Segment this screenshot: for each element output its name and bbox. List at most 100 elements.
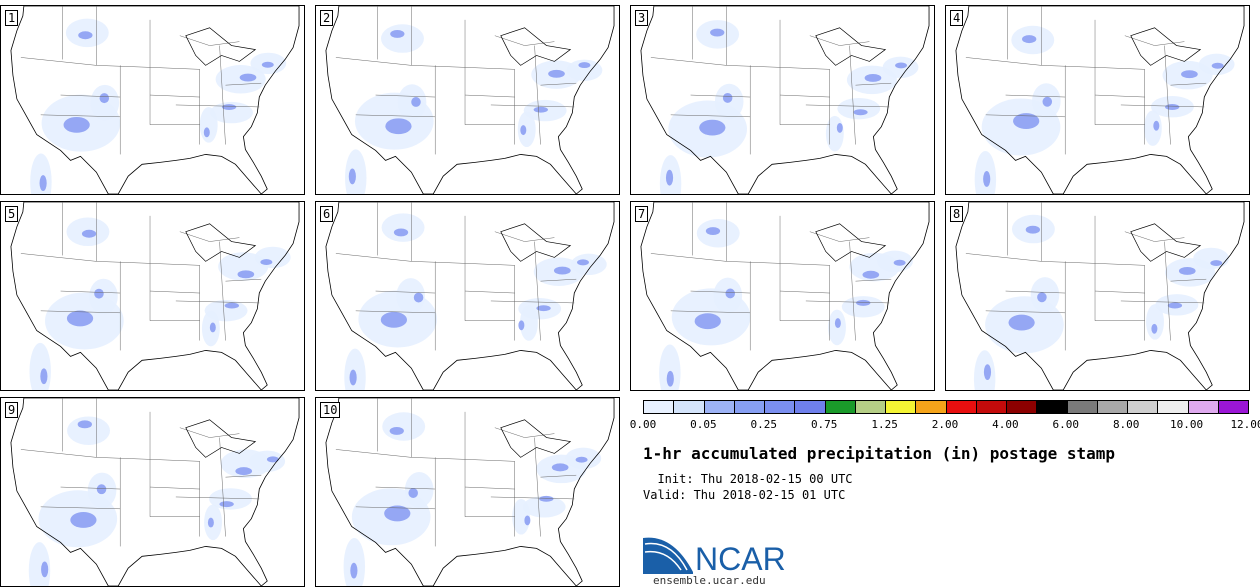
- precip-moderate: [893, 259, 906, 266]
- colorbar-segment: [734, 401, 765, 413]
- member-number: 6: [320, 206, 334, 222]
- map-panel: 10: [315, 397, 620, 587]
- precip-light: [825, 115, 844, 152]
- precip-moderate: [389, 426, 404, 435]
- coastline: [640, 202, 930, 390]
- state-borders: [335, 398, 577, 547]
- colorbar-segment: [1188, 401, 1219, 413]
- valid-time: Valid: Thu 2018-02-15 01 UTC: [643, 488, 846, 502]
- precip-moderate: [533, 106, 548, 113]
- colorbar-segment: [1037, 401, 1068, 413]
- precip-moderate: [408, 488, 418, 498]
- precip-moderate: [577, 259, 589, 266]
- colorbar-segment: [1007, 401, 1038, 413]
- colorbar-segment: [795, 401, 826, 413]
- state-borders: [335, 6, 577, 155]
- conus-map: [955, 202, 1245, 390]
- precip-moderate: [207, 517, 214, 528]
- state-borders: [965, 202, 1207, 351]
- precip-light: [344, 348, 366, 390]
- colorbar-tick-label: 8.00: [1112, 418, 1140, 431]
- conus-map: [955, 6, 1245, 194]
- colorbar-segment: [1158, 401, 1189, 413]
- colorbar-segment: [1128, 401, 1159, 413]
- coastline: [325, 6, 615, 194]
- great-lakes: [815, 27, 887, 66]
- colorbar-tick-label: 6.00: [1052, 418, 1080, 431]
- precip-light: [570, 253, 607, 276]
- coastline: [640, 6, 930, 194]
- precip-moderate: [578, 62, 591, 69]
- precip-light: [1143, 110, 1162, 146]
- precip-light: [1146, 304, 1164, 340]
- colorbar-segment: [886, 401, 917, 413]
- precip-moderate: [221, 104, 237, 111]
- precip-moderate: [1151, 323, 1158, 334]
- map-panel: 9: [0, 397, 305, 587]
- state-borders: [650, 6, 892, 155]
- member-number: 9: [5, 402, 19, 418]
- precip-light: [517, 111, 536, 148]
- precip-light: [396, 278, 425, 314]
- conus-map: [325, 202, 615, 390]
- colorbar-segment: [855, 401, 886, 413]
- logo-text: NCAR: [695, 541, 786, 574]
- precip-moderate: [81, 229, 97, 238]
- member-number: 8: [950, 206, 964, 222]
- great-lakes: [1130, 223, 1202, 262]
- chart-title: 1-hr accumulated precipitation (in) post…: [643, 444, 1116, 463]
- member-number: 5: [5, 206, 19, 222]
- precip-moderate: [390, 29, 405, 38]
- map-panel: 3: [630, 5, 935, 195]
- precip-light: [566, 59, 603, 81]
- coastline: [325, 202, 615, 390]
- map-panel: 6: [315, 201, 620, 391]
- precip-moderate: [239, 73, 257, 82]
- precip-moderate: [237, 270, 255, 279]
- precip-light: [522, 496, 566, 518]
- great-lakes: [185, 419, 257, 458]
- precip-light: [249, 450, 286, 472]
- precip-light: [381, 213, 425, 242]
- precip-moderate: [70, 512, 97, 528]
- conus-map: [640, 202, 930, 390]
- great-lakes: [185, 27, 257, 66]
- colorbar-segment: [704, 401, 735, 413]
- precip-moderate: [261, 61, 274, 68]
- precip-moderate: [694, 313, 721, 330]
- precip-moderate: [536, 305, 551, 312]
- colorbar-tick-label: 0.75: [810, 418, 838, 431]
- precip-light: [841, 296, 885, 318]
- precip-moderate: [1042, 96, 1053, 107]
- colorbar-segment: [916, 401, 947, 413]
- precip-moderate: [705, 227, 721, 236]
- precip-moderate: [411, 97, 421, 107]
- colorbar-tick-label: 0.25: [750, 418, 778, 431]
- precip-light: [67, 416, 111, 445]
- precip-moderate: [40, 368, 48, 385]
- precip-moderate: [722, 92, 733, 103]
- precip-moderate: [725, 288, 736, 299]
- state-borders: [965, 6, 1207, 155]
- precip-moderate: [983, 171, 991, 187]
- precip-moderate: [1013, 113, 1040, 129]
- precip-moderate: [834, 318, 841, 329]
- colorbar-segment: [644, 401, 675, 413]
- precip-moderate: [520, 125, 527, 136]
- precip-light: [254, 246, 291, 269]
- precip-moderate: [203, 127, 210, 138]
- map-panel: 7: [630, 201, 935, 391]
- precip-moderate: [266, 456, 279, 463]
- precip-moderate: [1025, 225, 1041, 234]
- precip-moderate: [551, 463, 569, 472]
- precip-moderate: [385, 118, 412, 135]
- precip-moderate: [348, 168, 356, 185]
- precip-light: [659, 344, 681, 390]
- state-borders: [20, 6, 262, 155]
- coastline: [955, 6, 1245, 194]
- precip-moderate: [349, 369, 357, 386]
- precip-moderate: [66, 310, 94, 327]
- precip-moderate: [1008, 314, 1035, 331]
- colorbar-segment: [1218, 401, 1248, 413]
- precip-moderate: [518, 320, 525, 331]
